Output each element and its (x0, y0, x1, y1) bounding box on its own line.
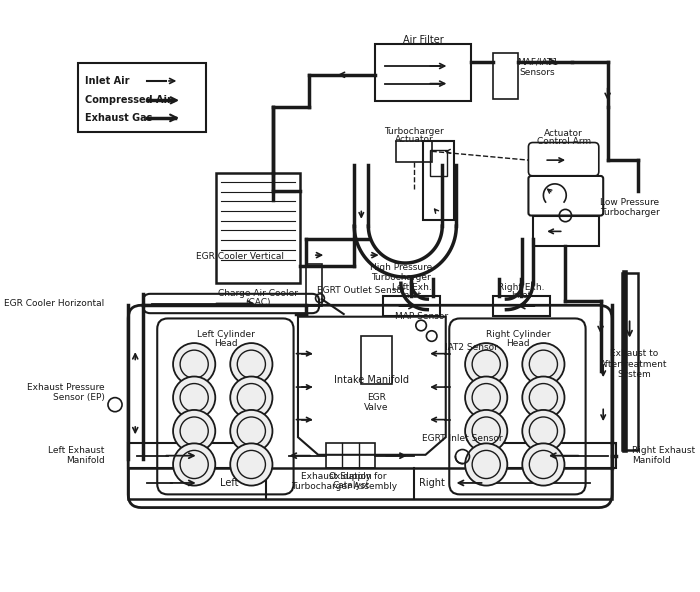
Bar (494, 297, 550, 316)
Text: Left Cylinder: Left Cylinder (197, 330, 255, 339)
Text: Compressed Air: Compressed Air (85, 95, 172, 105)
Text: Actuator: Actuator (544, 129, 583, 139)
Text: Control Arm: Control Arm (537, 137, 591, 146)
Text: Oxidation: Oxidation (329, 472, 372, 481)
Text: Turbocharger Assembly: Turbocharger Assembly (290, 482, 397, 491)
Text: Catalyst: Catalyst (332, 481, 370, 490)
Text: Exhaust Pressure: Exhaust Pressure (27, 382, 104, 391)
Circle shape (529, 417, 557, 445)
Text: Inlet: Inlet (511, 291, 531, 300)
Circle shape (472, 417, 500, 445)
Text: MAF/IAT1: MAF/IAT1 (517, 57, 558, 66)
Text: Right: Right (419, 478, 444, 488)
Text: Aftertreatment: Aftertreatment (600, 360, 668, 369)
Bar (484, 443, 617, 468)
Text: Left Exh.: Left Exh. (391, 283, 431, 292)
Bar (128, 468, 612, 499)
Circle shape (237, 350, 265, 378)
Text: High Pressure: High Pressure (370, 263, 432, 272)
Circle shape (237, 384, 265, 411)
Bar (384, 297, 440, 316)
Circle shape (237, 451, 265, 478)
Text: Actuator: Actuator (395, 136, 433, 144)
Text: Sensor (EP): Sensor (EP) (52, 393, 104, 402)
Text: Inlet: Inlet (401, 291, 421, 300)
Circle shape (465, 343, 508, 385)
Text: EGR Cooler Vertical: EGR Cooler Vertical (196, 252, 284, 262)
Text: Low Pressure: Low Pressure (600, 198, 659, 207)
Circle shape (465, 443, 508, 485)
Bar (128, 443, 260, 468)
Text: Right Exhaust
Manifold: Right Exhaust Manifold (632, 446, 695, 465)
Text: Air Filter: Air Filter (402, 34, 443, 44)
Text: EGRT Inlet Sensor: EGRT Inlet Sensor (422, 433, 503, 443)
Circle shape (529, 451, 557, 478)
Circle shape (180, 350, 209, 378)
Text: Valve: Valve (364, 403, 388, 412)
Text: Left Exhaust
Manifold: Left Exhaust Manifold (48, 446, 104, 465)
Circle shape (230, 377, 272, 419)
Circle shape (472, 350, 500, 378)
Text: Right Exh.: Right Exh. (498, 283, 545, 292)
Text: MAP Sensor: MAP Sensor (395, 312, 448, 321)
Bar (622, 273, 638, 451)
Text: Turbocharger: Turbocharger (371, 272, 430, 282)
Bar (430, 150, 447, 176)
Text: Sensors: Sensors (519, 67, 555, 76)
Bar (361, 336, 392, 384)
Circle shape (465, 377, 508, 419)
Bar (423, 141, 454, 220)
Circle shape (237, 417, 265, 445)
Bar (396, 141, 432, 162)
Text: Turbocharger: Turbocharger (384, 127, 444, 137)
Text: Head: Head (214, 339, 238, 349)
Bar (78, 63, 206, 132)
Text: Right Cylinder: Right Cylinder (486, 330, 550, 339)
Circle shape (173, 343, 216, 385)
Bar (494, 53, 518, 98)
Text: EGRT Outlet Sensor: EGRT Outlet Sensor (317, 286, 405, 295)
Bar (533, 215, 598, 246)
Circle shape (529, 384, 557, 411)
Text: Exhaust to: Exhaust to (610, 349, 658, 358)
Circle shape (529, 350, 557, 378)
Circle shape (173, 443, 216, 485)
Bar (306, 264, 322, 306)
Text: Left: Left (220, 478, 239, 488)
Bar (374, 44, 471, 101)
Circle shape (173, 410, 216, 452)
Text: Head: Head (506, 339, 530, 349)
Text: Inlet Air: Inlet Air (85, 76, 130, 86)
Circle shape (472, 384, 500, 411)
Circle shape (180, 417, 209, 445)
Circle shape (522, 443, 564, 485)
Text: EGR Cooler Horizontal: EGR Cooler Horizontal (4, 299, 104, 308)
Text: Intake Manifold: Intake Manifold (335, 375, 409, 385)
Text: Charge Air Cooler: Charge Air Cooler (218, 289, 298, 298)
Text: (CAC): (CAC) (245, 298, 271, 307)
Circle shape (522, 377, 564, 419)
Circle shape (230, 443, 272, 485)
Text: IAT2 Sensor: IAT2 Sensor (445, 343, 498, 352)
Text: EGR: EGR (367, 393, 386, 402)
Bar (216, 173, 300, 283)
Text: Turbocharger: Turbocharger (600, 208, 659, 217)
Text: Exhaust Gas: Exhaust Gas (85, 113, 153, 123)
Circle shape (230, 343, 272, 385)
Bar (326, 443, 375, 468)
Circle shape (230, 410, 272, 452)
Circle shape (522, 410, 564, 452)
Circle shape (180, 384, 209, 411)
Circle shape (522, 343, 564, 385)
Text: System: System (617, 370, 651, 379)
Text: Exhaust Supply for: Exhaust Supply for (301, 472, 386, 481)
Circle shape (173, 377, 216, 419)
Circle shape (180, 451, 209, 478)
Circle shape (472, 451, 500, 478)
Circle shape (465, 410, 508, 452)
